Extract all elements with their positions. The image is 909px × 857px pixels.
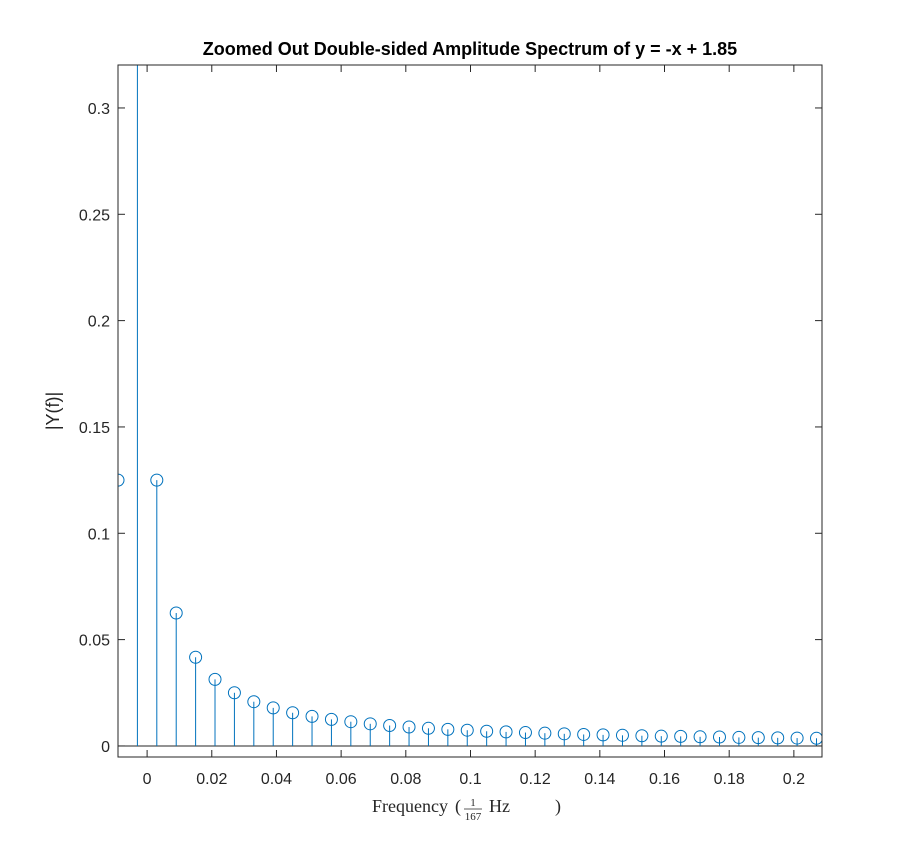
- x-tick-label: 0.12: [520, 771, 551, 788]
- stem-marker: [118, 473, 125, 487]
- x-axis-label: Frequency ( 1 167 Hz ): [372, 796, 561, 823]
- x-label-paren: (: [455, 796, 461, 817]
- stem-marker: [208, 672, 222, 686]
- x-tick-label: 0.1: [459, 771, 481, 788]
- stem-marker: [344, 715, 358, 729]
- y-tick-label: 0.05: [79, 633, 110, 650]
- stem-marker: [227, 686, 241, 700]
- y-axis-label: |Y(f)|: [43, 392, 63, 430]
- y-tick-label: 0.15: [79, 420, 110, 437]
- stem-marker: [538, 726, 552, 740]
- y-tick-label: 0.1: [88, 526, 110, 543]
- stem-marker: [441, 722, 455, 736]
- stem-marker: [266, 701, 280, 715]
- plot-area: [118, 65, 822, 747]
- x-tick-label: 0.08: [390, 771, 421, 788]
- stem-marker: [499, 725, 513, 739]
- stem-marker: [751, 731, 765, 745]
- stem-marker: [810, 731, 822, 745]
- x-tick-label: 0.06: [326, 771, 357, 788]
- x-tick-label: 0: [143, 771, 152, 788]
- stem-marker: [169, 606, 183, 620]
- stem-marker: [324, 712, 338, 726]
- stem-marker: [693, 730, 707, 744]
- y-tick-label: 0: [101, 739, 110, 756]
- stem-marker: [480, 724, 494, 738]
- stem-marker: [654, 729, 668, 743]
- stem-marker: [286, 706, 300, 720]
- stem-marker: [712, 730, 726, 744]
- stem-marker: [635, 729, 649, 743]
- stem-marker: [771, 731, 785, 745]
- stem-marker: [150, 473, 164, 487]
- x-tick-label: 0.14: [584, 771, 615, 788]
- stem-marker: [596, 728, 610, 742]
- x-label-unit: Hz: [489, 796, 510, 816]
- x-label-paren: ): [555, 796, 561, 817]
- stem-marker: [518, 726, 532, 740]
- stem-marker: [363, 717, 377, 731]
- stem-marker: [674, 729, 688, 743]
- x-tick-label: 0.2: [783, 771, 805, 788]
- y-tick-label: 0.3: [88, 101, 110, 118]
- x-tick-label: 0.18: [714, 771, 745, 788]
- stem-marker: [421, 721, 435, 735]
- x-label-text: Frequency: [372, 796, 448, 816]
- stem-marker: [305, 709, 319, 723]
- stem-marker: [247, 695, 261, 709]
- chart-title: Zoomed Out Double-sided Amplitude Spectr…: [203, 39, 737, 59]
- x-tick-label: 0.02: [196, 771, 227, 788]
- stem-marker: [402, 720, 416, 734]
- stem-marker: [383, 719, 397, 733]
- stem-marker: [460, 723, 474, 737]
- stem-marker: [732, 730, 746, 744]
- x-label-numerator: 1: [470, 797, 476, 809]
- stem-marker: [557, 727, 571, 741]
- x-tick-label: 0.04: [261, 771, 292, 788]
- stem-marker: [189, 650, 203, 664]
- x-label-denominator: 167: [465, 811, 482, 823]
- x-tick-label: 0.16: [649, 771, 680, 788]
- y-tick-label: 0.25: [79, 207, 110, 224]
- stem-marker: [615, 728, 629, 742]
- stem-marker: [577, 727, 591, 741]
- y-tick-label: 0.2: [88, 314, 110, 331]
- stem-marker: [790, 731, 804, 745]
